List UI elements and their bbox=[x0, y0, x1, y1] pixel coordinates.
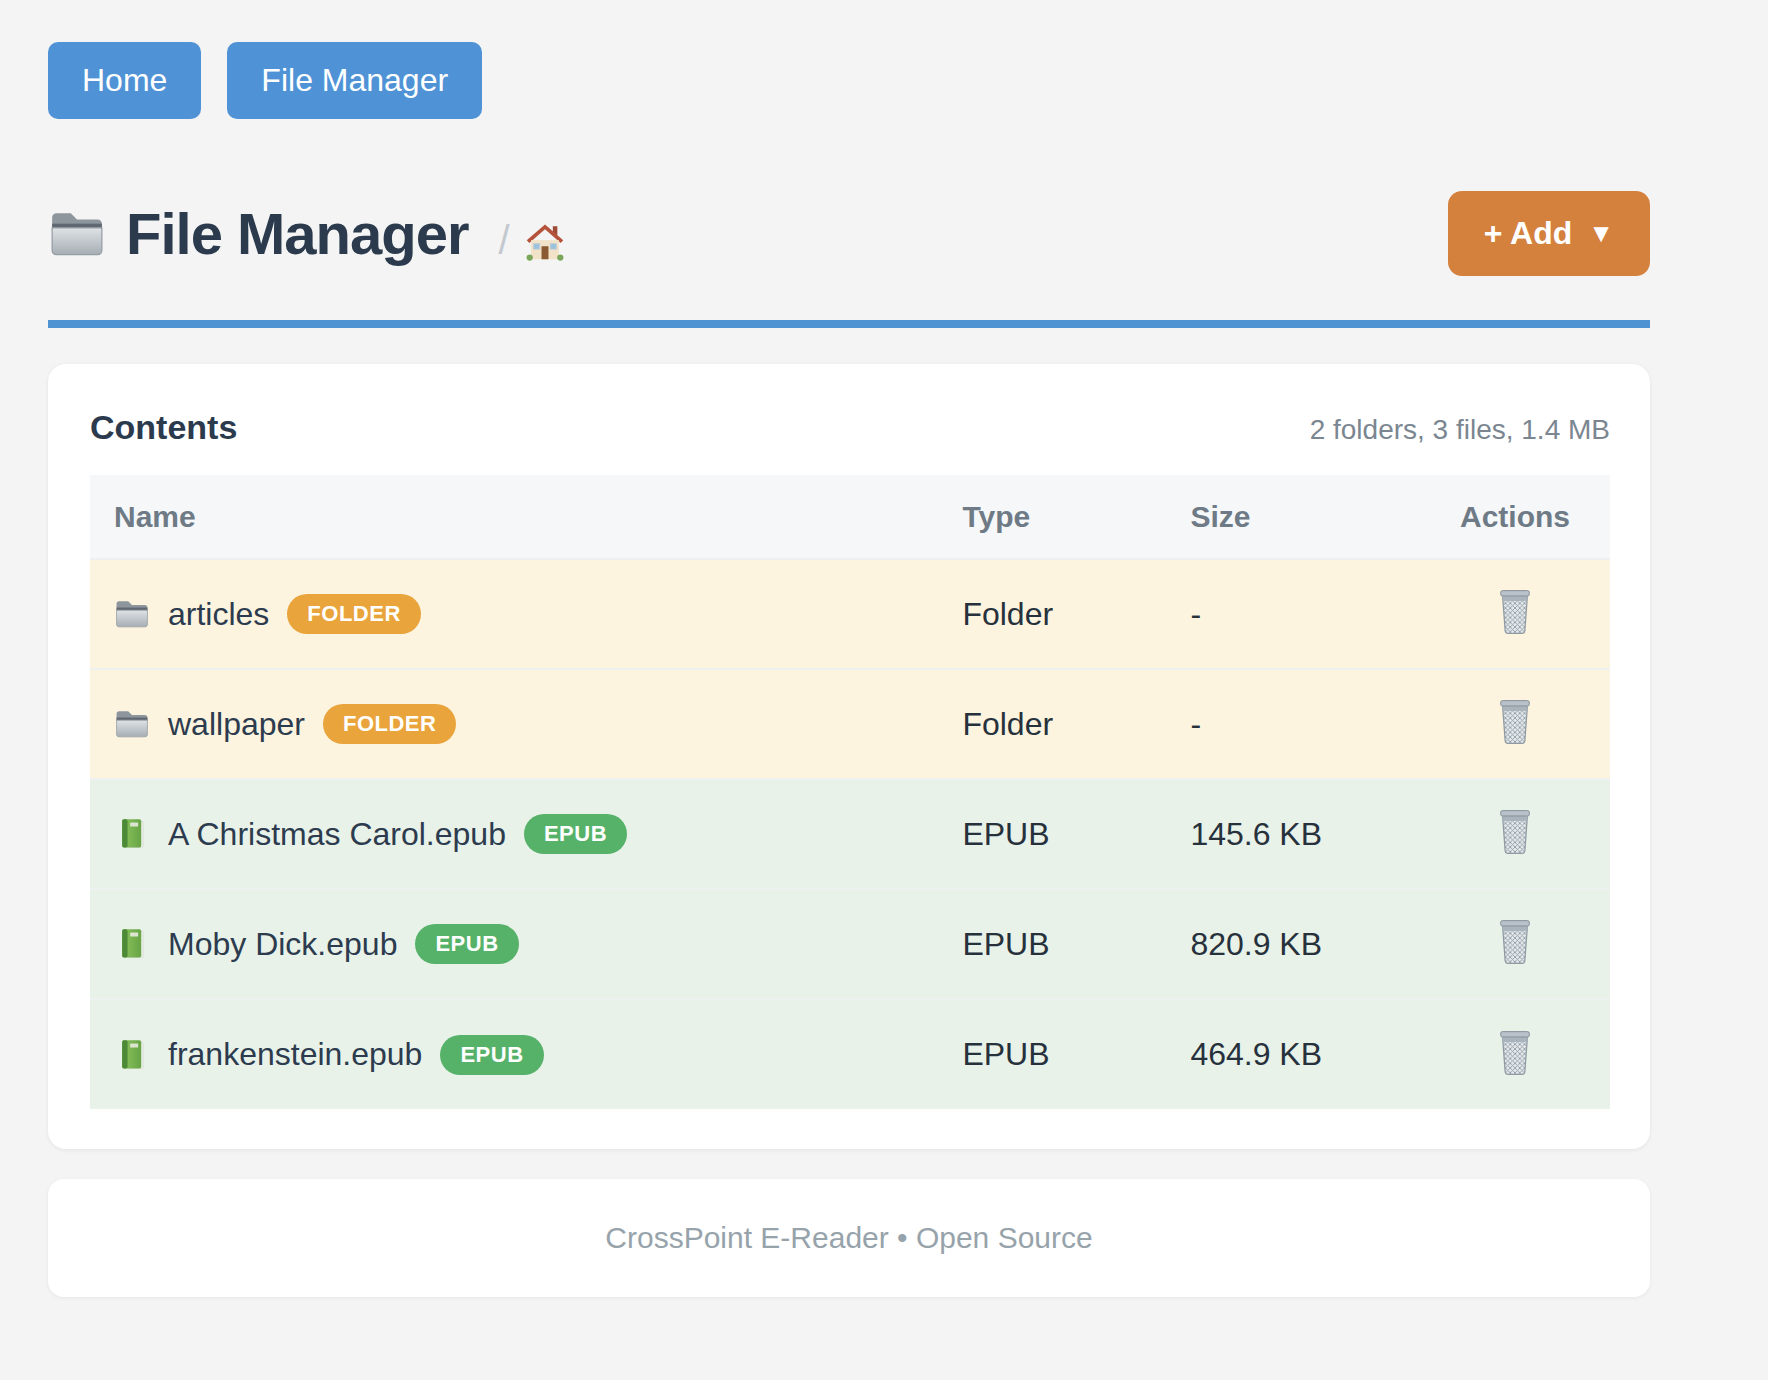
type-cell: EPUB bbox=[956, 779, 1184, 889]
contents-card: Contents 2 folders, 3 files, 1.4 MB Name… bbox=[48, 364, 1650, 1149]
folder-icon bbox=[48, 209, 106, 259]
breadcrumb-separator: / bbox=[499, 218, 510, 263]
trash-icon bbox=[1496, 1030, 1534, 1076]
page-title: File Manager bbox=[126, 200, 469, 267]
card-header: Contents 2 folders, 3 files, 1.4 MB bbox=[90, 408, 1610, 447]
header-divider bbox=[48, 320, 1650, 328]
breadcrumb: / bbox=[499, 218, 566, 263]
book-icon bbox=[114, 1039, 150, 1071]
table-row[interactable]: A Christmas Carol.epub EPUB EPUB 145.6 K… bbox=[90, 779, 1610, 889]
column-header-actions: Actions bbox=[1420, 475, 1610, 559]
file-name: articles bbox=[168, 596, 269, 633]
type-badge: EPUB bbox=[440, 1035, 543, 1075]
delete-button[interactable] bbox=[1492, 805, 1538, 859]
delete-button[interactable] bbox=[1492, 695, 1538, 749]
house-icon[interactable] bbox=[524, 221, 566, 261]
trash-icon bbox=[1496, 699, 1534, 745]
add-button-label: + Add bbox=[1484, 215, 1573, 252]
delete-button[interactable] bbox=[1492, 585, 1538, 639]
type-cell: EPUB bbox=[956, 999, 1184, 1109]
chevron-down-icon: ▼ bbox=[1588, 218, 1614, 249]
table-header-row: Name Type Size Actions bbox=[90, 475, 1610, 559]
type-cell: EPUB bbox=[956, 889, 1184, 999]
type-badge: FOLDER bbox=[287, 594, 420, 634]
book-icon bbox=[114, 928, 150, 960]
type-cell: Folder bbox=[956, 559, 1184, 669]
table-row[interactable]: wallpaper FOLDER Folder - bbox=[90, 669, 1610, 779]
table-row[interactable]: frankenstein.epub EPUB EPUB 464.9 KB bbox=[90, 999, 1610, 1109]
book-icon bbox=[114, 818, 150, 850]
table-row[interactable]: articles FOLDER Folder - bbox=[90, 559, 1610, 669]
table-row[interactable]: Moby Dick.epub EPUB EPUB 820.9 KB bbox=[90, 889, 1610, 999]
size-cell: 145.6 KB bbox=[1184, 779, 1420, 889]
folder-icon bbox=[114, 708, 150, 740]
add-button[interactable]: + Add ▼ bbox=[1448, 191, 1650, 276]
size-cell: 464.9 KB bbox=[1184, 999, 1420, 1109]
size-cell: - bbox=[1184, 669, 1420, 779]
file-name: wallpaper bbox=[168, 706, 305, 743]
file-name: A Christmas Carol.epub bbox=[168, 816, 506, 853]
delete-button[interactable] bbox=[1492, 1026, 1538, 1080]
column-header-name: Name bbox=[90, 475, 956, 559]
trash-icon bbox=[1496, 919, 1534, 965]
page-header: File Manager / + Add ▼ bbox=[48, 191, 1650, 276]
contents-summary: 2 folders, 3 files, 1.4 MB bbox=[1310, 414, 1610, 446]
type-badge: FOLDER bbox=[323, 704, 456, 744]
type-badge: EPUB bbox=[415, 924, 518, 964]
size-cell: 820.9 KB bbox=[1184, 889, 1420, 999]
folder-icon bbox=[114, 598, 150, 630]
nav-button-home[interactable]: Home bbox=[48, 42, 201, 119]
trash-icon bbox=[1496, 589, 1534, 635]
top-nav: Home File Manager bbox=[48, 0, 1650, 119]
nav-button-file-manager[interactable]: File Manager bbox=[227, 42, 482, 119]
trash-icon bbox=[1496, 809, 1534, 855]
size-cell: - bbox=[1184, 559, 1420, 669]
title-wrap: File Manager / bbox=[48, 200, 566, 267]
footer: CrossPoint E-Reader • Open Source bbox=[48, 1179, 1650, 1297]
type-badge: EPUB bbox=[524, 814, 627, 854]
file-table: Name Type Size Actions articles FOLDER F… bbox=[90, 475, 1610, 1109]
file-name: frankenstein.epub bbox=[168, 1036, 422, 1073]
delete-button[interactable] bbox=[1492, 915, 1538, 969]
type-cell: Folder bbox=[956, 669, 1184, 779]
file-name: Moby Dick.epub bbox=[168, 926, 397, 963]
column-header-type: Type bbox=[956, 475, 1184, 559]
column-header-size: Size bbox=[1184, 475, 1420, 559]
footer-text: CrossPoint E-Reader • Open Source bbox=[605, 1221, 1092, 1255]
page-container: Home File Manager File Manager / + Add ▼… bbox=[48, 0, 1650, 1297]
card-title: Contents bbox=[90, 408, 237, 447]
